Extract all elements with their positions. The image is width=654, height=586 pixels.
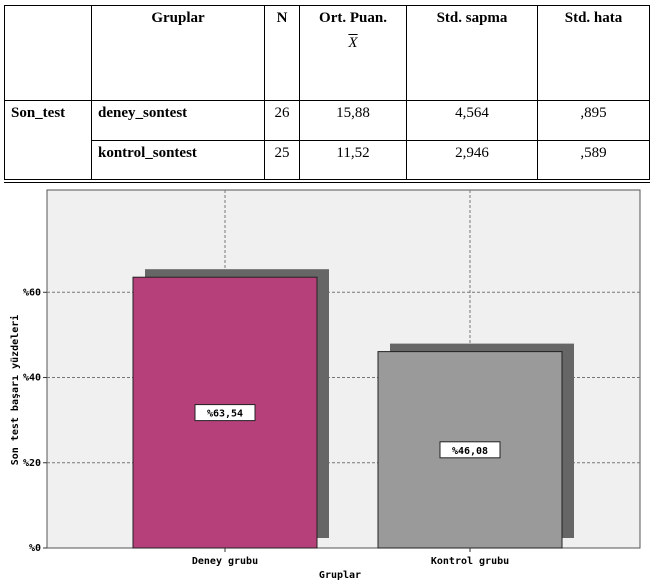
- row: Son_test deney_sontest 26 15,88 4,564 ,8…: [4, 100, 650, 181]
- y-tick-label: %20: [23, 458, 41, 469]
- empty-cell: [4, 5, 92, 101]
- header-cell: Std. sapma: [406, 5, 538, 101]
- header-cell: Ort. Puan. X: [299, 5, 407, 101]
- value-label-box: [439, 441, 501, 459]
- header-cell: Gruplar: [91, 5, 265, 101]
- y-tick-label: %60: [23, 287, 41, 298]
- cell: deney_sontest: [91, 100, 265, 141]
- y-axis-label: Son test başarı yüzdeleri: [9, 315, 21, 466]
- cell: 25: [264, 140, 300, 181]
- cell: ,895: [537, 100, 650, 141]
- cell: 11,52: [299, 140, 407, 181]
- header-cell: Std. hata: [537, 5, 650, 101]
- x-tick-label: Deney grubu: [192, 556, 258, 567]
- value-label-box: [194, 404, 256, 422]
- header-row: Gruplar N Ort. Puan. X Std. sapma Std. ha…: [4, 5, 650, 101]
- x-axis-label: Gruplar: [319, 570, 361, 581]
- x-tick-label: Kontrol grubu: [431, 556, 509, 567]
- cell: ,589: [537, 140, 650, 181]
- cell: 2,946: [406, 140, 538, 181]
- row-label: Son_test: [4, 100, 92, 181]
- mean-symbol: X: [348, 35, 358, 51]
- header-text: Ort. Puan.: [319, 10, 387, 26]
- header-cell: N: [264, 5, 300, 101]
- stats-table: Gruplar N Ort. Puan. X Std. sapma Std. ha…: [4, 5, 650, 183]
- value-label: %63,54: [207, 409, 243, 420]
- cell: 15,88: [299, 100, 407, 141]
- cell: 4,564: [406, 100, 538, 141]
- row: kontrol_sontest 25 11,52 2,946 ,589: [5, 140, 650, 181]
- y-tick-label: %40: [23, 373, 41, 384]
- cell: 26: [264, 100, 300, 141]
- y-tick-label: %0: [29, 543, 41, 554]
- cell: kontrol_sontest: [91, 140, 265, 181]
- value-label: %46,08: [452, 446, 488, 457]
